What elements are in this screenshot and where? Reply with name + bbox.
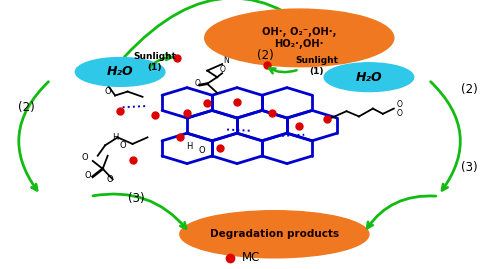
Text: O: O (104, 87, 111, 96)
Text: O: O (195, 79, 201, 88)
Text: H: H (112, 133, 118, 142)
Text: O: O (119, 141, 126, 150)
Text: H₂O: H₂O (356, 71, 382, 84)
Text: H: H (94, 66, 101, 75)
Text: O: O (104, 74, 111, 83)
Text: N: N (224, 56, 230, 65)
Text: (2): (2) (18, 101, 35, 114)
Text: O: O (396, 109, 402, 118)
Text: O: O (84, 171, 91, 180)
Ellipse shape (75, 58, 165, 86)
Text: H: H (187, 142, 193, 151)
Text: O: O (396, 100, 402, 109)
Text: (3): (3) (128, 192, 144, 204)
Ellipse shape (205, 9, 394, 67)
Text: OH·, O₂⁻,OH·,
HO₂·,OH·: OH·, O₂⁻,OH·, HO₂·,OH· (262, 27, 336, 49)
Text: H₂O: H₂O (107, 65, 133, 79)
Text: O: O (107, 175, 113, 184)
Text: (3): (3) (461, 161, 478, 174)
Text: Degradation products: Degradation products (210, 229, 339, 239)
Text: O: O (82, 153, 89, 162)
Text: Sunlight
(1): Sunlight (1) (133, 52, 177, 72)
Ellipse shape (324, 63, 414, 91)
Text: (2): (2) (257, 49, 274, 62)
Text: O: O (199, 146, 206, 155)
Text: Sunlight
(1): Sunlight (1) (295, 56, 338, 76)
Text: MC: MC (242, 251, 260, 264)
Ellipse shape (180, 211, 369, 258)
Text: (2): (2) (461, 83, 478, 96)
Text: O: O (220, 65, 226, 74)
